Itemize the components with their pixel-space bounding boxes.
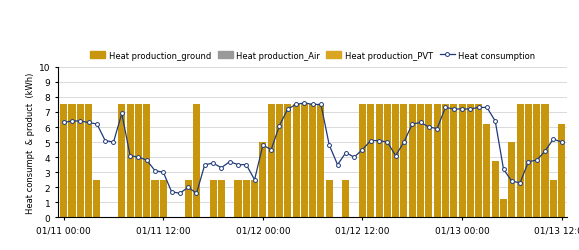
Bar [301,105,308,218]
Bar [450,105,457,218]
Bar [508,142,515,218]
Bar [185,180,192,218]
Bar [533,105,540,218]
Bar [525,105,532,218]
Bar [326,180,333,218]
Bar [85,105,92,218]
Bar [417,105,424,218]
Bar [541,105,548,218]
Bar [218,180,225,218]
Bar [77,105,84,218]
Bar [68,105,75,218]
Bar [118,105,125,218]
Bar [135,105,142,218]
Bar [401,105,408,218]
Bar [392,105,399,218]
Bar [93,180,100,218]
Bar [516,105,523,218]
Bar [251,180,258,218]
Bar [317,105,324,218]
Y-axis label: Heat consumpt  & product  (kWh): Heat consumpt & product (kWh) [25,72,35,213]
Bar [359,105,366,218]
Bar [284,105,291,218]
Bar [193,105,200,218]
Bar [500,199,507,218]
Bar [483,124,490,218]
Legend: Heat production_ground, Heat production_Air, Heat production_PVT, Heat consumpti: Heat production_ground, Heat production_… [90,52,535,60]
Bar [276,105,283,218]
Bar [342,180,349,218]
Bar [558,124,565,218]
Bar [309,105,316,218]
Bar [292,105,299,218]
Bar [376,105,383,218]
Bar [550,180,557,218]
Bar [60,105,67,218]
Bar [234,180,241,218]
Bar [384,105,391,218]
Bar [367,105,374,218]
Bar [442,105,449,218]
Bar [160,180,167,218]
Bar [475,105,482,218]
Bar [267,105,274,218]
Bar [459,105,466,218]
Bar [210,180,217,218]
Bar [243,180,250,218]
Bar [434,105,441,218]
Bar [409,105,416,218]
Bar [127,105,134,218]
Bar [426,105,433,218]
Bar [143,105,150,218]
Bar [467,105,474,218]
Bar [492,161,499,218]
Bar [152,180,159,218]
Bar [259,142,266,218]
